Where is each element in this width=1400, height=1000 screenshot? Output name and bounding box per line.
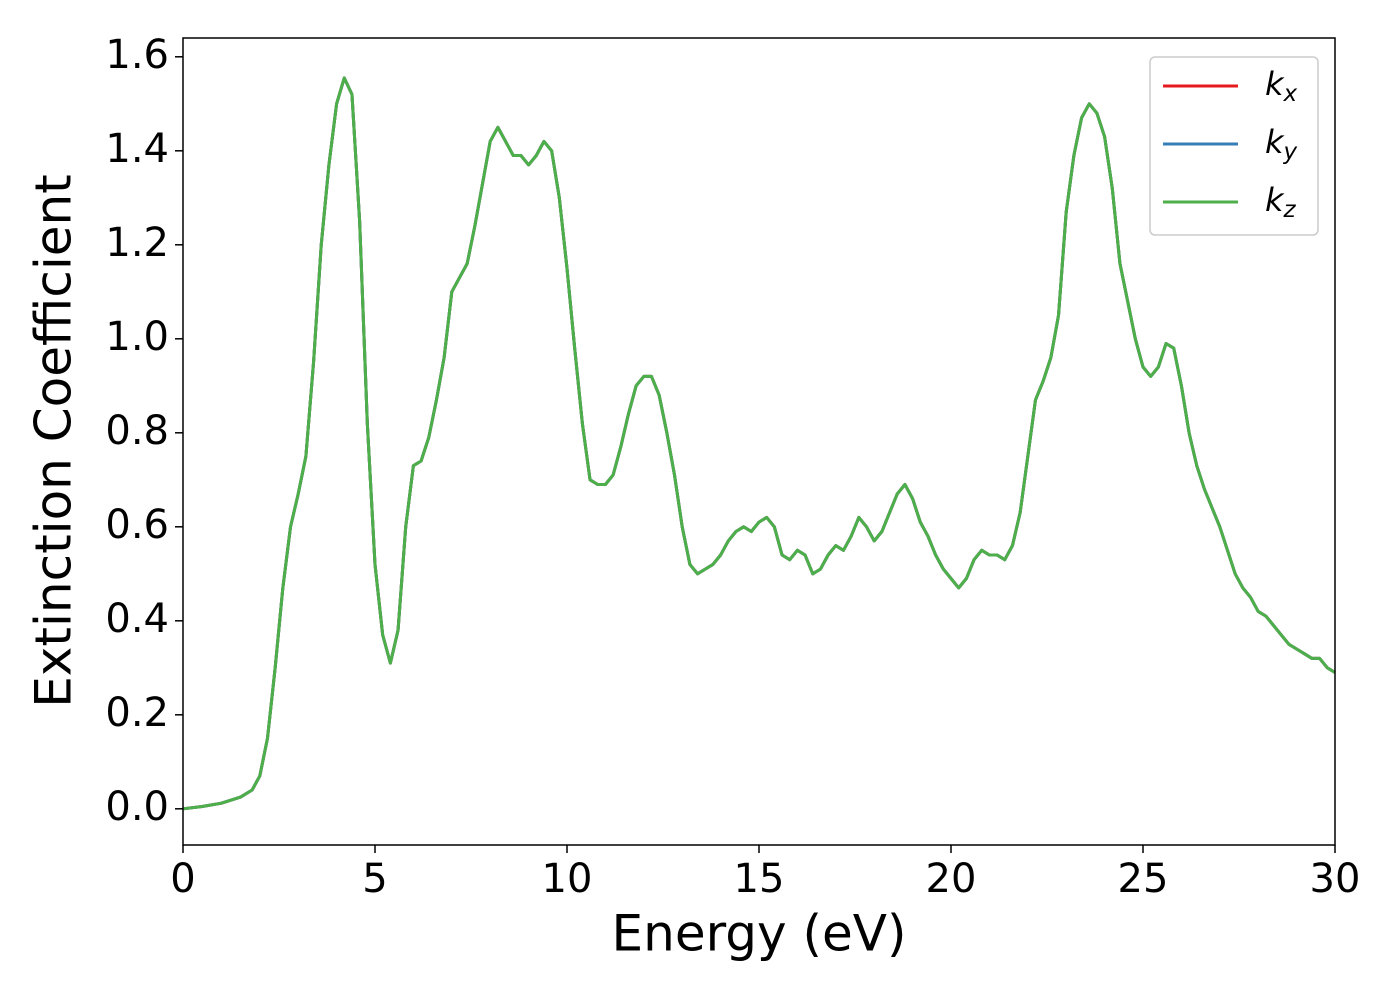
y-axis-label: Extinction Coefficient — [25, 174, 83, 708]
y-tick-label: 0.6 — [105, 502, 169, 548]
legend-label: kx — [1265, 65, 1298, 107]
legend-label: ky — [1265, 123, 1298, 165]
data-line — [182, 76, 1336, 811]
plot-frame — [182, 37, 1336, 846]
y-tick-label: 0.8 — [105, 408, 169, 454]
x-tick-label: 5 — [362, 856, 387, 902]
x-tick-label: 25 — [1118, 856, 1169, 902]
x-tick-label: 30 — [1310, 856, 1361, 902]
x-tick-label: 20 — [926, 856, 977, 902]
y-tick-label: 0.4 — [105, 596, 169, 642]
legend-label: kz — [1265, 181, 1297, 223]
x-tick-label: 0 — [170, 856, 195, 902]
y-tick-label: 1.6 — [105, 32, 169, 78]
y-tick-label: 1.2 — [105, 220, 169, 266]
x-axis-label: Energy (eV) — [612, 905, 907, 963]
x-tick-label: 10 — [542, 856, 593, 902]
y-tick-label: 1.4 — [105, 126, 169, 172]
y-tick-label: 0.0 — [105, 784, 169, 830]
x-tick-label: 15 — [734, 856, 785, 902]
y-tick-label: 1.0 — [105, 314, 169, 360]
y-tick-label: 0.2 — [105, 690, 169, 736]
legend-box — [1149, 56, 1319, 236]
